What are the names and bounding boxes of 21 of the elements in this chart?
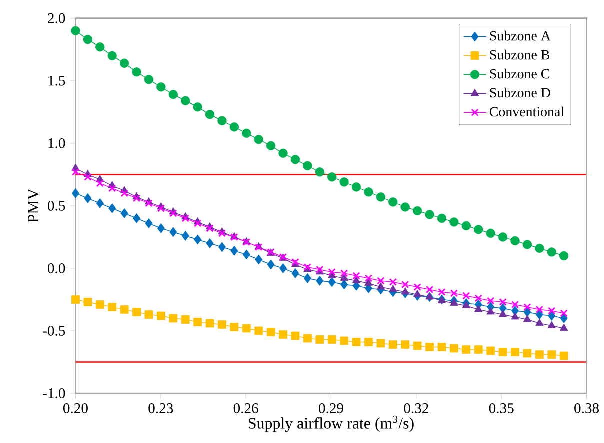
legend-label: Subzone A	[490, 30, 551, 41]
y-tick-label: -0.5	[43, 326, 66, 336]
y-tick-label: 0.5	[48, 200, 66, 211]
x-tick-label: 0.23	[148, 403, 174, 414]
x-axis-title: Supply airflow rate (m$^{3}$/s)	[248, 416, 414, 432]
x-tick-label: 0.26	[234, 403, 258, 414]
x-tick-label: 0.20	[64, 403, 88, 414]
x-tick-label: 0.38	[574, 403, 600, 414]
legend-label: Subzone B	[490, 50, 550, 60]
y-tick-label: 1.5	[48, 76, 66, 86]
x-tick-label: 0.35	[489, 403, 514, 414]
y-axis-title: PMV	[28, 188, 39, 223]
legend-label: Subzone C	[490, 68, 550, 79]
legend-label: Subzone D	[490, 88, 550, 98]
y-tick-label: 2.0	[48, 13, 66, 24]
y-tick-label: -1.0	[43, 388, 66, 398]
x-tick-label: 0.29	[319, 403, 344, 414]
legend-label: Conventional	[490, 106, 564, 116]
x-tick-label: 0.32	[404, 403, 428, 414]
y-tick-label: 1.0	[48, 138, 66, 148]
y-tick-label: 0.0	[48, 263, 66, 274]
